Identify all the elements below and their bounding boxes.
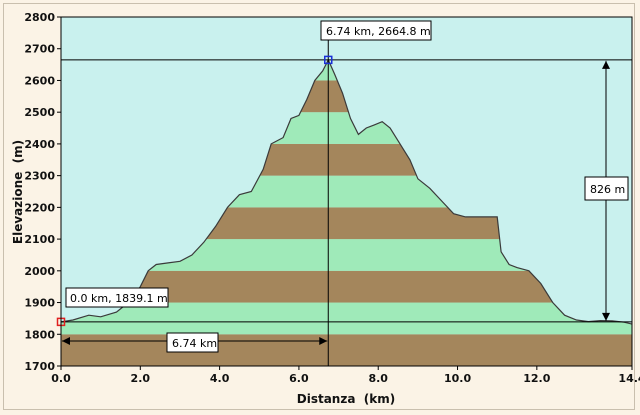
y-tick-label: 2700 bbox=[24, 43, 55, 56]
chart-frame bbox=[3, 3, 635, 410]
gain-arrowhead-bottom bbox=[602, 312, 610, 321]
x-tick-label: 12.0 bbox=[523, 372, 550, 385]
y-tick-label: 1800 bbox=[24, 328, 55, 341]
y-tick-label: 2600 bbox=[24, 74, 55, 87]
distance-label: 6.74 km bbox=[172, 337, 217, 350]
x-axis-title: Distanza (km) bbox=[297, 392, 395, 406]
elevation-band bbox=[61, 334, 632, 366]
y-tick-label: 1900 bbox=[24, 297, 55, 310]
distance-label-box bbox=[166, 332, 219, 353]
y-tick-label: 2800 bbox=[24, 11, 55, 24]
x-tick-label: 4.0 bbox=[210, 372, 230, 385]
y-tick-label: 2500 bbox=[24, 106, 55, 119]
y-tick-label: 2400 bbox=[24, 138, 55, 151]
elevation-band bbox=[61, 302, 632, 335]
y-tick-label: 2000 bbox=[24, 265, 55, 278]
gain-label-box bbox=[584, 176, 629, 201]
max-label: 6.74 km, 2664.8 m bbox=[326, 25, 431, 38]
x-tick-label: 2.0 bbox=[131, 372, 151, 385]
x-tick-label: 6.0 bbox=[289, 372, 309, 385]
y-axis-ticks: 1700 1800 1900 2000 2100 2200 2300 2400 2500 2600… bbox=[24, 11, 61, 373]
y-tick-label: 2300 bbox=[24, 170, 55, 183]
x-tick-label: 10.0 bbox=[444, 372, 471, 385]
start-label-box bbox=[65, 287, 169, 308]
max-label-box bbox=[320, 20, 432, 41]
gain-label: 826 m bbox=[590, 183, 625, 196]
plot-border bbox=[60, 16, 633, 367]
max-point-marker bbox=[324, 55, 333, 65]
y-axis-title: Elevazione (m) bbox=[11, 140, 25, 244]
start-label: 0.0 km, 1839.1 m bbox=[70, 292, 168, 305]
x-tick-label: 0.0 bbox=[51, 372, 71, 385]
x-tick-label: 14.4 bbox=[618, 372, 640, 385]
y-tick-label: 1700 bbox=[24, 360, 55, 373]
y-tick-label: 2200 bbox=[24, 201, 55, 214]
gain-arrowhead-top bbox=[602, 60, 610, 69]
profile-outline bbox=[61, 58, 632, 325]
x-axis-ticks: 0.0 2.0 4.0 6.0 8.0 10.0 12.0 14.4 bbox=[51, 366, 640, 385]
x-tick-label: 8.0 bbox=[368, 372, 388, 385]
distance-arrowhead-right bbox=[319, 337, 328, 345]
distance-arrowhead-left bbox=[62, 337, 70, 345]
y-tick-label: 2100 bbox=[24, 233, 55, 246]
